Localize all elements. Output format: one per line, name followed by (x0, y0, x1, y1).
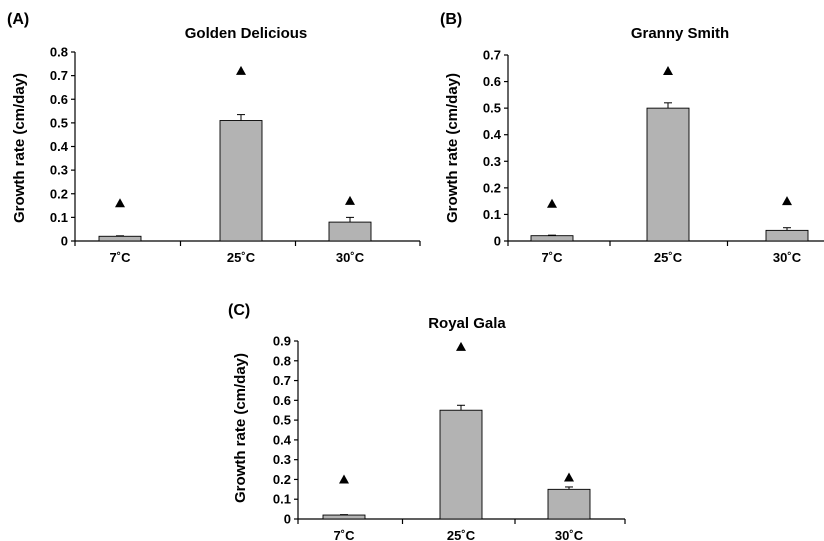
y-tick-label-b: 0.2 (483, 180, 501, 195)
x-tick-label-a-3: 30˚C (336, 250, 365, 265)
y-axis-label-a: Growth rate (cm/day) (11, 73, 28, 223)
y-tick-label-c: 0.2 (273, 472, 291, 487)
y-tick-label-c: 0.5 (273, 413, 291, 428)
bar-c-1 (322, 514, 366, 520)
bar-b-2 (646, 107, 690, 242)
y-tick-label-c: 0.7 (273, 373, 291, 388)
bar-c-3 (547, 488, 591, 520)
y-axis-label-b: Growth rate (cm/day) (444, 73, 461, 223)
y-tick-label-b: 0.1 (483, 207, 501, 222)
y-tick-label-c: 0.1 (273, 492, 291, 507)
triangle-marker-c-1 (339, 474, 349, 484)
y-tick-label-c: 0.9 (273, 334, 291, 349)
triangle-marker-b-2 (663, 65, 673, 75)
triangle-marker-c-3 (564, 472, 574, 482)
chart-panel-a: (A) Golden Delicious Growth rate (cm/day… (7, 11, 421, 265)
y-tick-label-a: 0.1 (50, 210, 68, 225)
y-tick-label-a: 0 (61, 234, 68, 249)
bar-b-3 (765, 229, 809, 242)
panel-label-b: (B) (440, 11, 462, 28)
triangle-marker-b-1 (547, 198, 557, 208)
bar-a-1 (98, 235, 142, 242)
bar-a-3 (328, 221, 372, 242)
x-tick-label-b-2: 25˚C (654, 250, 683, 265)
chart-title-c: Royal Gala (428, 315, 506, 332)
x-tick-label-b-1: 7˚C (542, 250, 564, 265)
panel-label-c: (C) (228, 302, 250, 319)
y-tick-label-a: 0.7 (50, 68, 68, 83)
y-tick-label-b: 0.5 (483, 101, 501, 116)
y-tick-label-a: 0.5 (50, 115, 68, 130)
chart-panel-c: (C) Royal Gala Growth rate (cm/day) 0 0.1… (228, 302, 626, 541)
y-tick-label-c: 0.6 (273, 393, 291, 408)
y-tick-label-b: 0.4 (483, 127, 502, 142)
plot-area-a: 0 0.1 0.2 0.3 0.4 0.5 0.6 0.7 0.8 7˚C 25˚C 30˚C (50, 45, 421, 265)
bar-b-1 (530, 235, 574, 242)
y-tick-label-b: 0.3 (483, 154, 501, 169)
y-tick-label-b: 0 (494, 234, 501, 249)
triangle-marker-c-2 (456, 341, 466, 351)
bar-c-2 (439, 409, 483, 520)
x-tick-label-c-1: 7˚C (334, 528, 356, 541)
y-tick-label-a: 0.2 (50, 186, 68, 201)
x-tick-label-c-3: 30˚C (555, 528, 584, 541)
panel-label-a: (A) (7, 11, 29, 28)
y-tick-label-c: 0.3 (273, 452, 291, 467)
triangle-marker-a-2 (236, 65, 246, 75)
y-axis-label-c: Growth rate (cm/day) (232, 353, 249, 503)
plot-area-c: 0 0.1 0.2 0.3 0.4 0.5 0.6 0.7 0.8 0.9 7˚C 25˚C 30˚C (273, 334, 626, 541)
chart-title-a: Golden Delicious (185, 25, 308, 42)
bar-a-2 (219, 120, 263, 242)
x-tick-label-a-1: 7˚C (110, 250, 132, 265)
x-tick-label-a-2: 25˚C (227, 250, 256, 265)
chart-title-b: Granny Smith (631, 25, 729, 42)
x-tick-label-c-2: 25˚C (447, 528, 476, 541)
y-tick-label-b: 0.7 (483, 48, 501, 63)
triangle-marker-a-3 (345, 195, 355, 205)
chart-panel-b: (B) Granny Smith Growth rate (cm/day) 00… (440, 11, 824, 265)
triangle-marker-a-1 (115, 198, 125, 208)
x-tick-label-b-3: 30˚C (773, 250, 802, 265)
plot-area-b: 0 0.1 0.2 0.3 0.4 0.5 0.6 0.7 7˚C 25˚C 30˚C (483, 48, 824, 265)
triangle-marker-b-3 (782, 196, 792, 206)
y-tick-label-a: 0.8 (50, 45, 68, 60)
y-tick-label-c: 0 (284, 512, 291, 527)
y-tick-label-c: 0.4 (273, 432, 292, 447)
y-tick-label-c: 0.8 (273, 353, 291, 368)
y-tick-label-a: 0.6 (50, 92, 68, 107)
y-tick-label-a: 0.3 (50, 163, 68, 178)
y-tick-label-b: 0.6 (483, 74, 501, 89)
y-tick-label-a: 0.4 (50, 139, 69, 154)
